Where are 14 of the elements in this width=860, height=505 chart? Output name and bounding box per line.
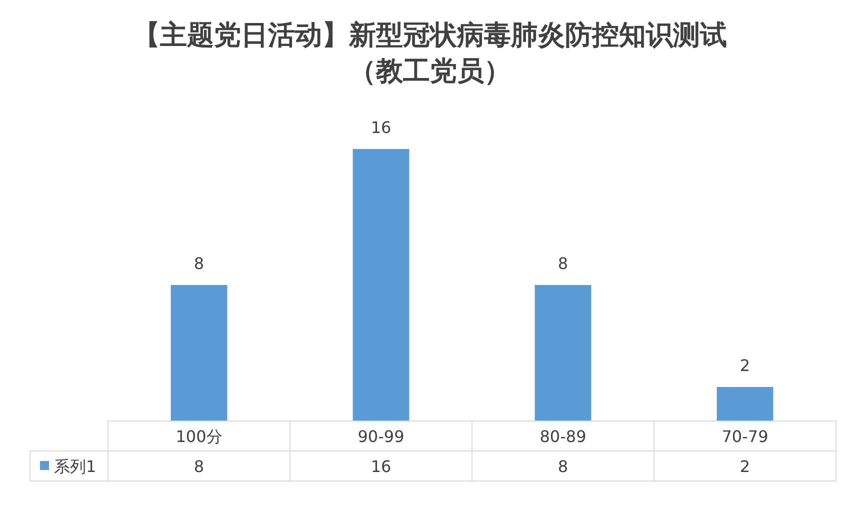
title: 【主题党日活动】新型冠状病毒肺炎防控知识测试（教工党员）: [133, 20, 727, 87]
text: 2: [740, 457, 750, 476]
legend-label: 系列1: [54, 457, 96, 476]
text: 8: [194, 457, 204, 476]
text: 16: [370, 457, 392, 476]
x-tick-label: 70-79: [722, 427, 768, 446]
text: 8: [558, 457, 568, 476]
x-tick-label: 90-99: [358, 427, 404, 446]
x-tick-label: 80-89: [540, 427, 586, 446]
data-label: 8: [194, 254, 204, 273]
data-label: 2: [740, 356, 750, 375]
x-tick-label: 100分: [176, 427, 222, 446]
data-label: 8: [558, 254, 568, 273]
data-label: 16: [370, 118, 392, 137]
